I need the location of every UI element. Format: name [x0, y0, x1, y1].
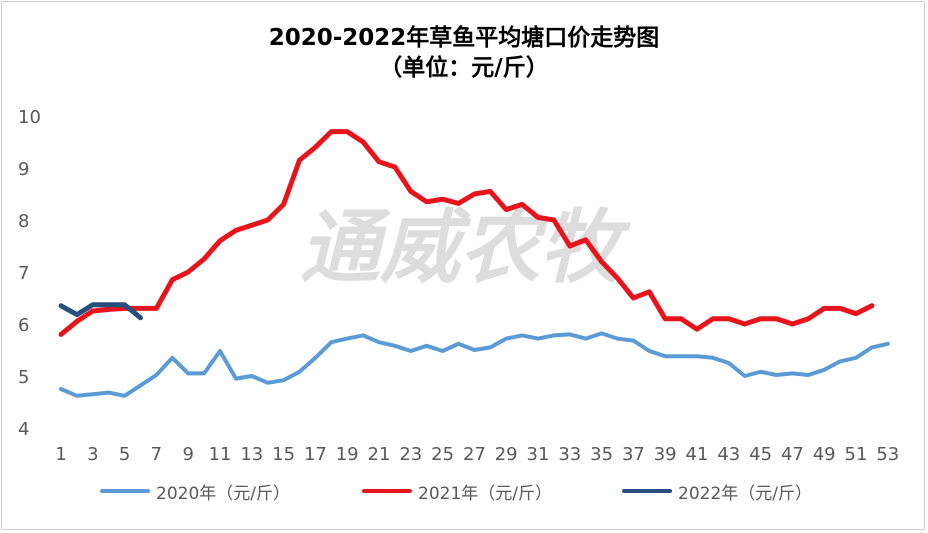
- chart-title: 2020-2022年草鱼平均塘口价走势图: [268, 25, 660, 51]
- y-axis: 10 9 8 7 6 5 4: [18, 107, 41, 440]
- x-tick-label: 31: [527, 444, 550, 465]
- x-tick-label: 41: [686, 444, 709, 465]
- x-axis: 1 3 5 7 9 11 13 15 17 19 21 23 25 27 29 31 33 35 37 39 41 43 4…: [55, 444, 899, 465]
- x-tick-label: 27: [463, 444, 486, 465]
- legend-item-2020: 2020年（元/斤）: [100, 478, 290, 504]
- legend-item-2021: 2021年（元/斤）: [362, 478, 552, 504]
- y-tick-label: 9: [18, 159, 29, 180]
- series-2020-line: [59, 331, 890, 398]
- y-tick-label: 6: [18, 315, 29, 336]
- series-lines: [58, 129, 890, 398]
- series-2021-line: [58, 129, 875, 337]
- chart-subtitle: （单位：元/斤）: [379, 55, 549, 81]
- legend-swatch-2022: [622, 489, 672, 493]
- x-tick-label: 37: [622, 444, 645, 465]
- x-tick-label: 15: [272, 444, 295, 465]
- x-tick-label: 33: [558, 444, 581, 465]
- x-tick-label: 29: [495, 444, 518, 465]
- x-tick-label: 53: [876, 444, 899, 465]
- legend-swatch-2021: [362, 489, 412, 493]
- legend-label-2021: 2021年（元/斤）: [418, 483, 552, 504]
- y-tick-label: 8: [18, 211, 29, 232]
- x-tick-label: 25: [431, 444, 454, 465]
- x-tick-label: 49: [813, 444, 836, 465]
- legend-label-2022: 2022年（元/斤）: [678, 483, 812, 504]
- x-tick-label: 17: [304, 444, 327, 465]
- watermark-text: 通威农牧: [300, 201, 631, 294]
- y-tick-label: 7: [18, 263, 29, 284]
- x-tick-label: 3: [87, 444, 98, 465]
- y-tick-label: 4: [18, 419, 29, 440]
- x-tick-label: 51: [845, 444, 868, 465]
- legend-item-2022: 2022年（元/斤）: [622, 478, 812, 504]
- y-tick-label: 5: [18, 367, 29, 388]
- y-tick-label: 10: [18, 107, 41, 128]
- x-tick-label: 43: [717, 444, 740, 465]
- x-tick-label: 23: [399, 444, 422, 465]
- x-tick-label: 39: [654, 444, 677, 465]
- x-tick-label: 19: [336, 444, 359, 465]
- x-tick-label: 35: [590, 444, 613, 465]
- series-2022-line: [58, 302, 143, 321]
- x-tick-label: 13: [240, 444, 263, 465]
- x-tick-label: 11: [209, 444, 232, 465]
- x-tick-label: 45: [749, 444, 772, 465]
- x-tick-label: 47: [781, 444, 804, 465]
- x-tick-label: 5: [119, 444, 130, 465]
- x-tick-label: 1: [55, 444, 66, 465]
- x-tick-label: 9: [182, 444, 193, 465]
- x-tick-label: 21: [368, 444, 391, 465]
- x-tick-label: 7: [151, 444, 162, 465]
- legend-label-2020: 2020年（元/斤）: [156, 483, 290, 504]
- legend-swatch-2020: [100, 489, 150, 493]
